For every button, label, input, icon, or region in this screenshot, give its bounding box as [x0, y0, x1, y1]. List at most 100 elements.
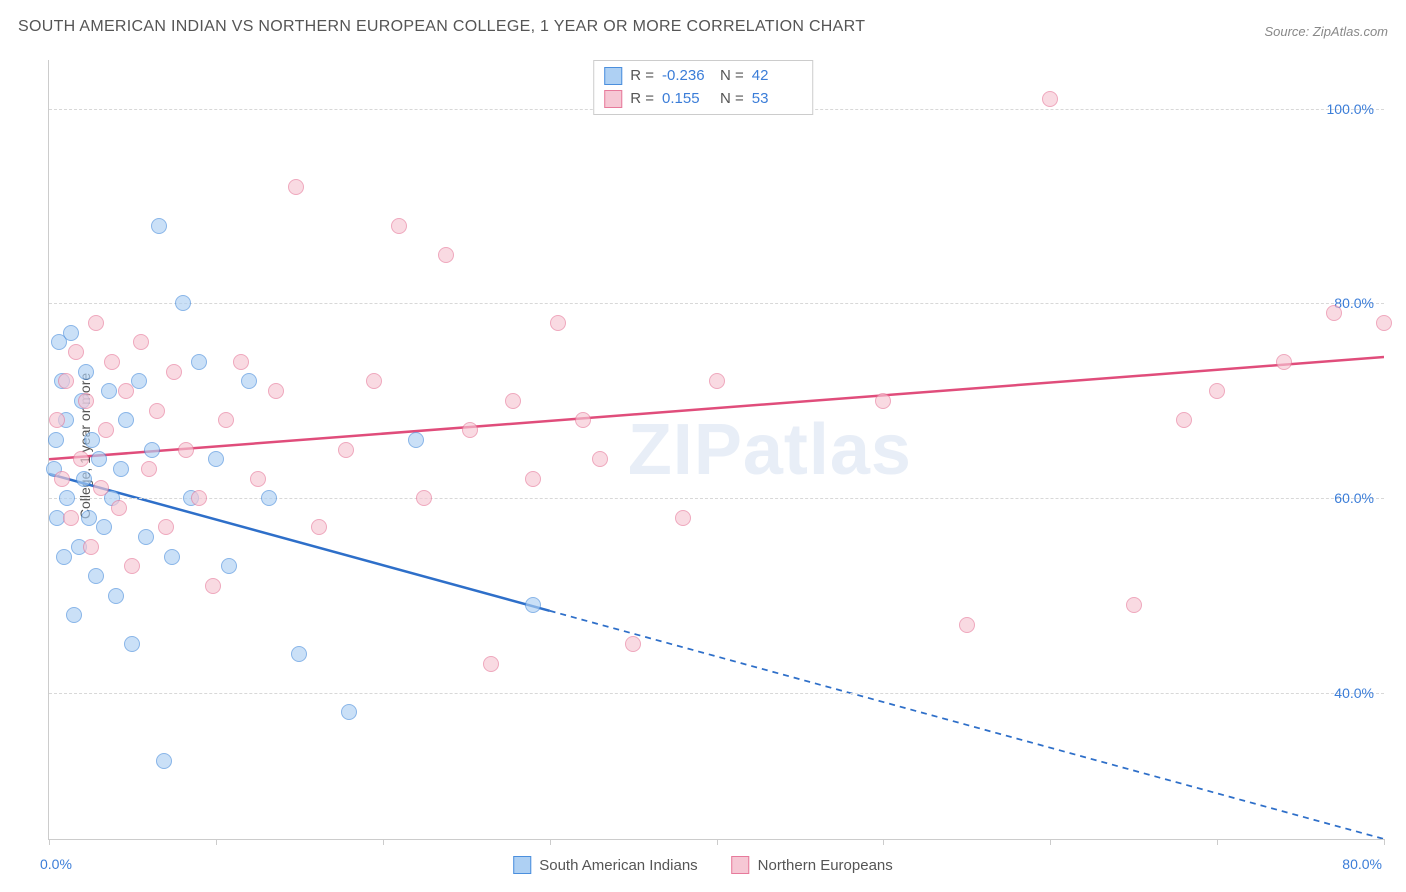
data-point — [175, 295, 191, 311]
data-point — [205, 578, 221, 594]
y-tick-label: 60.0% — [1334, 490, 1374, 506]
data-point — [208, 451, 224, 467]
x-tick — [383, 839, 384, 845]
data-point — [550, 315, 566, 331]
gridline — [49, 693, 1384, 694]
watermark: ZIPatlas — [628, 409, 912, 491]
data-point — [391, 218, 407, 234]
data-point — [191, 490, 207, 506]
data-point — [63, 510, 79, 526]
data-point — [462, 422, 478, 438]
data-point — [408, 432, 424, 448]
data-point — [54, 471, 70, 487]
r-label: R = — [630, 65, 654, 88]
data-point — [96, 519, 112, 535]
legend-swatch — [604, 67, 622, 85]
data-point — [63, 325, 79, 341]
data-point — [178, 442, 194, 458]
data-point — [233, 354, 249, 370]
data-point — [525, 471, 541, 487]
data-point — [49, 412, 65, 428]
x-tick — [1384, 839, 1385, 845]
data-point — [91, 451, 107, 467]
data-point — [118, 412, 134, 428]
data-point — [113, 461, 129, 477]
r-label: R = — [630, 88, 654, 111]
data-point — [675, 510, 691, 526]
data-point — [124, 636, 140, 652]
x-tick — [1050, 839, 1051, 845]
data-point — [131, 373, 147, 389]
x-tick — [49, 839, 50, 845]
data-point — [338, 442, 354, 458]
data-point — [268, 383, 284, 399]
data-point — [875, 393, 891, 409]
data-point — [73, 451, 89, 467]
data-point — [1376, 315, 1392, 331]
n-value: 53 — [752, 88, 802, 111]
data-point — [709, 373, 725, 389]
legend-swatch — [604, 90, 622, 108]
stats-legend-row: R =-0.236N =42 — [604, 65, 802, 88]
legend-item: South American Indians — [513, 856, 697, 874]
legend-swatch — [513, 856, 531, 874]
data-point — [438, 247, 454, 263]
data-point — [98, 422, 114, 438]
correlation-chart: SOUTH AMERICAN INDIAN VS NORTHERN EUROPE… — [0, 0, 1406, 892]
x-tick — [883, 839, 884, 845]
data-point — [505, 393, 521, 409]
data-point — [141, 461, 157, 477]
data-point — [191, 354, 207, 370]
x-axis-max-label: 80.0% — [1342, 856, 1382, 872]
x-tick — [550, 839, 551, 845]
data-point — [133, 334, 149, 350]
legend-label: South American Indians — [539, 857, 697, 874]
x-tick — [1217, 839, 1218, 845]
data-point — [261, 490, 277, 506]
data-point — [59, 490, 75, 506]
data-point — [592, 451, 608, 467]
data-point — [138, 529, 154, 545]
n-label: N = — [720, 65, 744, 88]
stats-legend-row: R = 0.155 N = 53 — [604, 88, 802, 111]
data-point — [108, 588, 124, 604]
data-point — [291, 646, 307, 662]
chart-title: SOUTH AMERICAN INDIAN VS NORTHERN EUROPE… — [18, 18, 865, 36]
data-point — [68, 344, 84, 360]
r-value: 0.155 — [662, 88, 712, 111]
data-point — [88, 568, 104, 584]
data-point — [250, 471, 266, 487]
data-point — [151, 218, 167, 234]
data-point — [81, 510, 97, 526]
data-point — [416, 490, 432, 506]
n-label: N = — [720, 88, 744, 111]
data-point — [144, 442, 160, 458]
data-point — [93, 480, 109, 496]
source-label: Source: ZipAtlas.com — [1264, 24, 1388, 39]
data-point — [66, 607, 82, 623]
trend-lines — [49, 60, 1384, 839]
gridline — [49, 303, 1384, 304]
data-point — [218, 412, 234, 428]
data-point — [311, 519, 327, 535]
data-point — [483, 656, 499, 672]
data-point — [164, 549, 180, 565]
data-point — [111, 500, 127, 516]
data-point — [58, 373, 74, 389]
y-tick-label: 100.0% — [1327, 101, 1374, 117]
series-legend: South American IndiansNorthern Europeans — [513, 856, 893, 874]
data-point — [78, 393, 94, 409]
data-point — [341, 704, 357, 720]
data-point — [149, 403, 165, 419]
data-point — [118, 383, 134, 399]
data-point — [525, 597, 541, 613]
data-point — [78, 364, 94, 380]
data-point — [156, 753, 172, 769]
data-point — [166, 364, 182, 380]
data-point — [56, 549, 72, 565]
data-point — [101, 383, 117, 399]
data-point — [959, 617, 975, 633]
data-point — [221, 558, 237, 574]
data-point — [88, 315, 104, 331]
data-point — [1176, 412, 1192, 428]
